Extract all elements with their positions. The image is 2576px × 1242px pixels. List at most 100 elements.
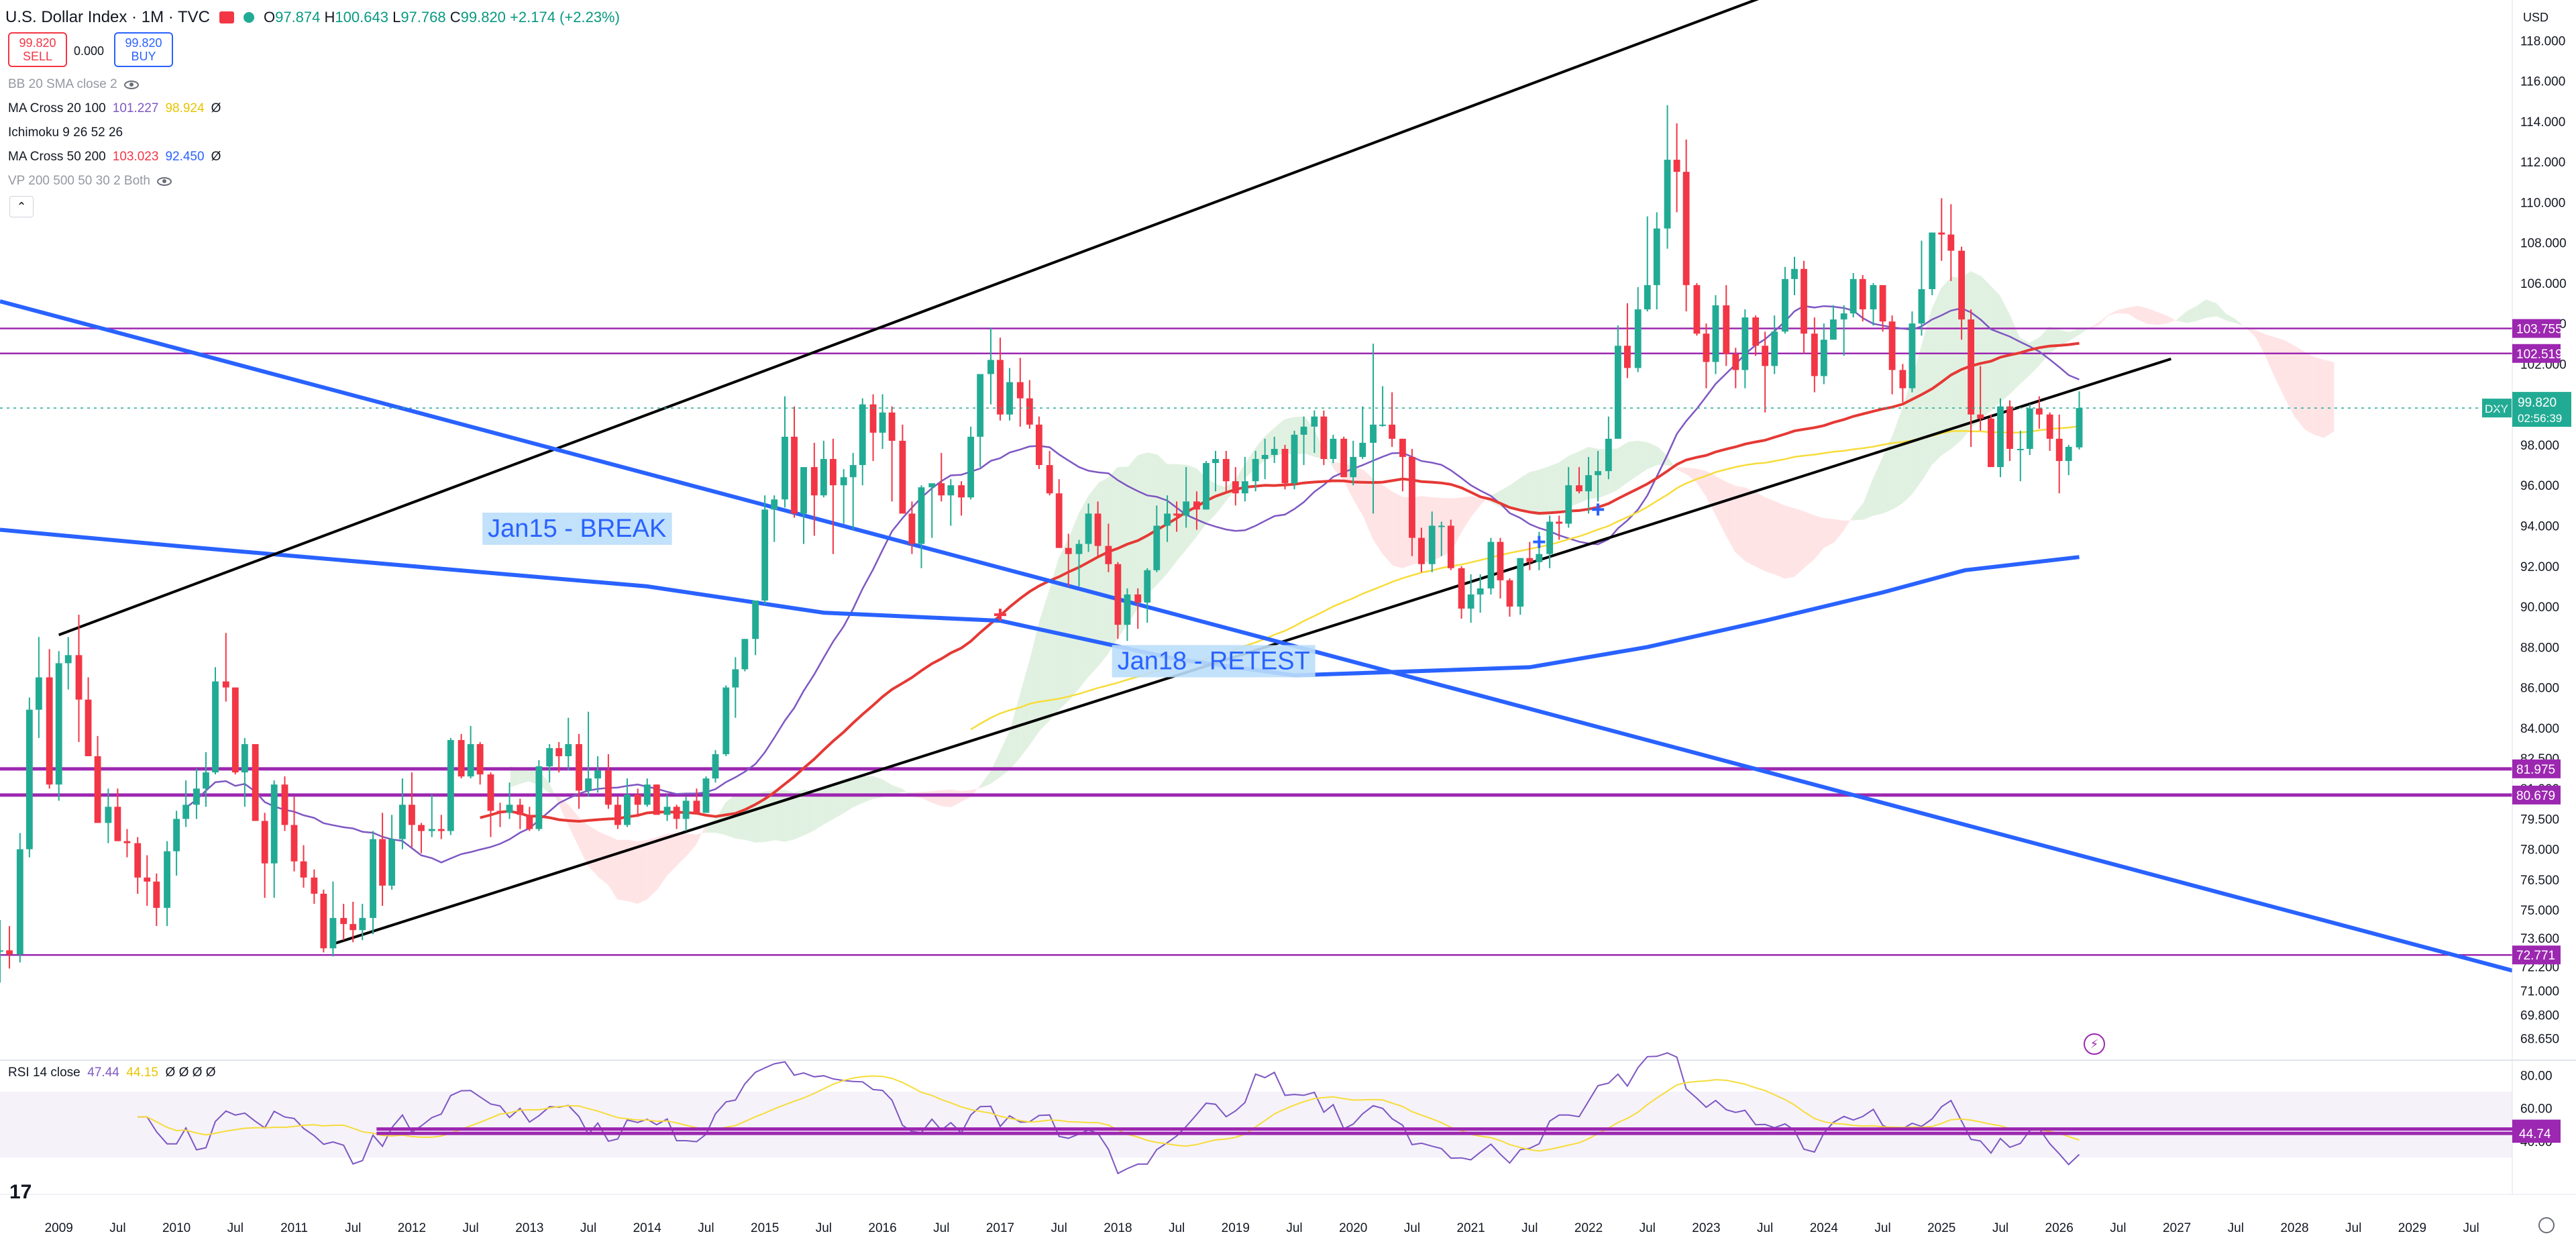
candle-body bbox=[1035, 424, 1042, 466]
lightning-icon[interactable]: ⚡ bbox=[2084, 1033, 2105, 1055]
candle-body bbox=[1193, 501, 1200, 510]
cloud-segment bbox=[1128, 455, 1138, 624]
legend-value: 92.450 bbox=[165, 150, 205, 164]
candle-body bbox=[624, 794, 631, 825]
candle-body bbox=[1134, 594, 1142, 603]
legend-row[interactable]: BB 20 SMA close 2 bbox=[8, 72, 221, 97]
sell-button[interactable]: 99.820 SELL bbox=[8, 32, 67, 67]
spread-value: 0.000 bbox=[74, 44, 105, 58]
candle-body bbox=[173, 819, 180, 851]
candle-body bbox=[673, 807, 680, 819]
price-tick-label: 106.000 bbox=[2520, 277, 2567, 291]
candle-body bbox=[2076, 408, 2083, 448]
candle-body bbox=[290, 825, 298, 862]
candle-body bbox=[25, 709, 33, 849]
cloud-segment bbox=[2206, 299, 2217, 318]
candle-body bbox=[1947, 234, 1955, 251]
legend-name: MA Cross 20 100 bbox=[8, 101, 106, 115]
time-tick-label: 2028 bbox=[2280, 1221, 2308, 1235]
price-tick-label: 112.000 bbox=[2520, 156, 2565, 170]
legend-value: 98.924 bbox=[165, 101, 205, 115]
ma-cross-marker bbox=[1592, 503, 1605, 516]
legend-row[interactable]: VP 200 500 50 30 2 Both bbox=[8, 169, 221, 193]
cloud-segment bbox=[1805, 511, 1815, 568]
candle-body bbox=[820, 459, 827, 496]
gear-icon[interactable] bbox=[2538, 1217, 2555, 1233]
time-tick-label: 2009 bbox=[45, 1221, 73, 1235]
candle-body bbox=[517, 805, 524, 815]
candle-body bbox=[506, 805, 513, 813]
candle-body bbox=[1958, 250, 1965, 320]
legend-value: Ø bbox=[211, 150, 221, 164]
cloud-segment bbox=[745, 794, 755, 843]
candles bbox=[0, 105, 2083, 983]
cloud-segment bbox=[1794, 508, 1805, 578]
candle-body bbox=[241, 743, 248, 773]
collapse-legend-button[interactable]: ⌃ bbox=[9, 196, 34, 217]
cloud-segment bbox=[1216, 484, 1226, 514]
price-tick-label: 114.000 bbox=[2520, 115, 2565, 130]
cloud-segment bbox=[2323, 359, 2334, 438]
cloud-segment bbox=[2304, 352, 2314, 435]
candle-body bbox=[1624, 346, 1631, 368]
candle-body bbox=[1467, 594, 1474, 609]
time-tick-label: Jul bbox=[462, 1221, 478, 1235]
symbol-title[interactable]: U.S. Dollar Index · 1M · TVC bbox=[5, 8, 210, 26]
candle-body bbox=[1320, 416, 1328, 460]
candle-body bbox=[1576, 485, 1582, 492]
market-status-icon bbox=[243, 12, 254, 23]
tradingview-logo[interactable]: 17 bbox=[9, 1181, 32, 1203]
cloud-segment bbox=[2235, 319, 2246, 328]
cloud-segment bbox=[2088, 322, 2099, 329]
candle-body bbox=[1026, 398, 1033, 425]
cloud-segment bbox=[1382, 484, 1393, 566]
sell-label: SELL bbox=[22, 50, 53, 63]
candle-body bbox=[270, 784, 278, 864]
time-tick-label: Jul bbox=[2228, 1221, 2244, 1235]
candle-body bbox=[2055, 438, 2063, 462]
candle-body bbox=[105, 807, 112, 823]
candle-body bbox=[1929, 232, 1936, 289]
legend-row[interactable]: MA Cross 20 100 101.227 98.924 Ø bbox=[8, 97, 221, 121]
candle-body bbox=[722, 687, 730, 755]
cloud-segment bbox=[2255, 330, 2265, 355]
rsi-legend[interactable]: RSI 14 close 47.44 44.15 Ø Ø Ø Ø bbox=[8, 1066, 215, 1080]
candle-body bbox=[1399, 438, 1406, 458]
candle-body bbox=[1300, 426, 1307, 435]
candle-body bbox=[888, 412, 896, 441]
candle-body bbox=[1359, 442, 1366, 458]
cloud-segment bbox=[2167, 315, 2177, 323]
cloud-segment bbox=[608, 835, 618, 900]
indicator-legend: BB 20 SMA close 2 MA Cross 20 100 101.227 9… bbox=[8, 72, 221, 193]
time-tick-label: Jul bbox=[1169, 1221, 1185, 1235]
cloud-segment bbox=[588, 825, 599, 878]
legend-row[interactable]: MA Cross 50 200 103.023 92.450 Ø bbox=[8, 145, 221, 169]
candle-body bbox=[565, 743, 572, 757]
cloud-segment bbox=[1499, 484, 1511, 509]
candle-body bbox=[75, 655, 83, 700]
price-tick-label: 98.000 bbox=[2520, 439, 2559, 453]
candle-body bbox=[1517, 558, 1524, 607]
candle-body bbox=[1055, 493, 1063, 548]
trendline-long-downtrend bbox=[0, 299, 2513, 973]
buy-button[interactable]: 99.820 BUY bbox=[114, 32, 173, 67]
cloud-segment bbox=[716, 802, 726, 835]
candle-body bbox=[741, 639, 749, 670]
eye-icon[interactable] bbox=[123, 80, 139, 89]
cloud-segment bbox=[2157, 312, 2167, 325]
legend-row[interactable]: Ichimoku 9 26 52 26 bbox=[8, 121, 221, 145]
level-price-tag bbox=[2512, 319, 2561, 338]
time-tick-label: 2011 bbox=[280, 1221, 308, 1235]
eye-icon[interactable] bbox=[157, 176, 172, 186]
candle-body bbox=[1771, 331, 1778, 366]
candle-body bbox=[1859, 278, 1866, 310]
candle-body bbox=[958, 485, 965, 498]
price-tick-label: 76.500 bbox=[2520, 874, 2559, 888]
cloud-segment bbox=[637, 839, 647, 904]
legend-value: 103.023 bbox=[112, 150, 159, 164]
flag-icon[interactable] bbox=[219, 11, 234, 23]
last-price-label: 99.820 bbox=[2518, 396, 2557, 410]
cloud-segment bbox=[784, 789, 794, 842]
